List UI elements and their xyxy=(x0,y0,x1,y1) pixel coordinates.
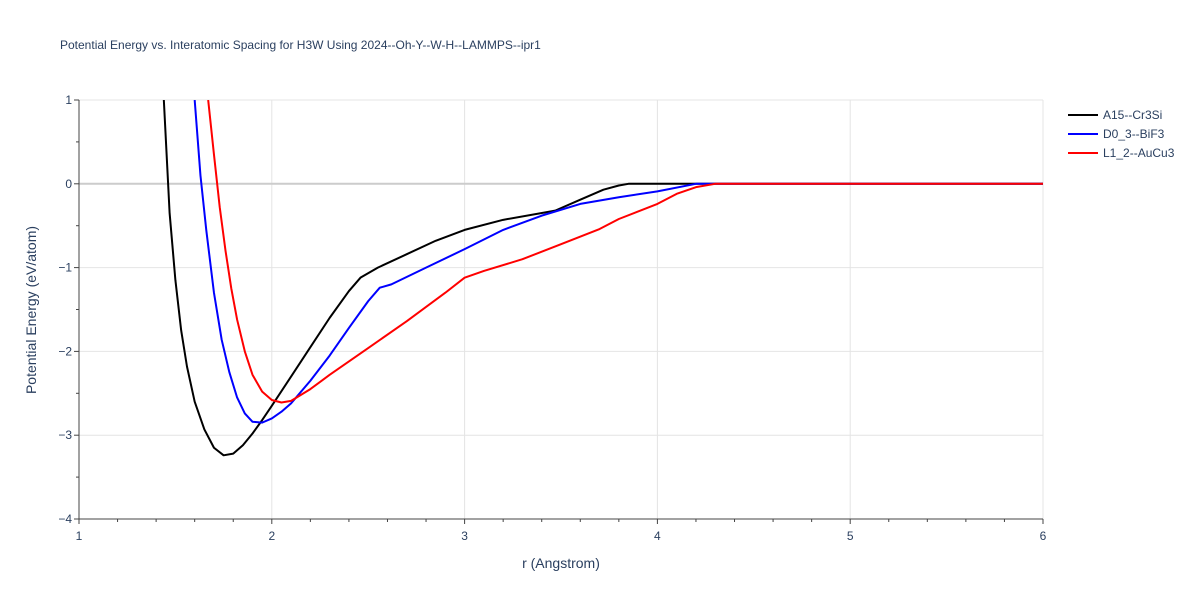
series-line-0 xyxy=(162,100,1043,457)
y-tick-label: 1 xyxy=(65,93,72,107)
chart-title: Potential Energy vs. Interatomic Spacing… xyxy=(60,38,541,52)
series-lines xyxy=(162,100,1043,457)
grid-lines xyxy=(79,99,1044,519)
x-tick-label: 3 xyxy=(461,529,468,543)
legend-item-0[interactable]: A15--Cr3Si xyxy=(1068,108,1162,122)
y-tick-label: −3 xyxy=(58,428,72,442)
x-tick-labels: 1 2 3 4 5 6 xyxy=(76,529,1047,543)
y-tick-label: −4 xyxy=(58,512,72,526)
y-tick-label: −2 xyxy=(58,344,72,358)
x-tick-label: 4 xyxy=(654,529,661,543)
legend-label: L1_2--AuCu3 xyxy=(1103,146,1175,160)
x-tick-label: 6 xyxy=(1040,529,1047,543)
series-line-2 xyxy=(207,100,1043,404)
y-tick-label: −1 xyxy=(58,261,72,275)
y-tick-label: 0 xyxy=(65,177,72,191)
x-tick-label: 2 xyxy=(268,529,275,543)
legend-item-2[interactable]: L1_2--AuCu3 xyxy=(1068,146,1175,160)
legend-label: A15--Cr3Si xyxy=(1103,108,1162,122)
series-line-1 xyxy=(193,100,1043,424)
y-axis-title: Potential Energy (eV/atom) xyxy=(23,226,39,394)
legend-label: D0_3--BiF3 xyxy=(1103,127,1165,141)
axes xyxy=(74,99,1044,524)
x-tick-label: 5 xyxy=(847,529,854,543)
x-axis-title: r (Angstrom) xyxy=(522,555,600,571)
legend[interactable]: A15--Cr3Si D0_3--BiF3 L1_2--AuCu3 xyxy=(1068,108,1175,160)
legend-item-1[interactable]: D0_3--BiF3 xyxy=(1068,127,1165,141)
x-tick-label: 1 xyxy=(76,529,83,543)
y-tick-labels: 1 0 −1 −2 −3 −4 xyxy=(58,93,72,526)
